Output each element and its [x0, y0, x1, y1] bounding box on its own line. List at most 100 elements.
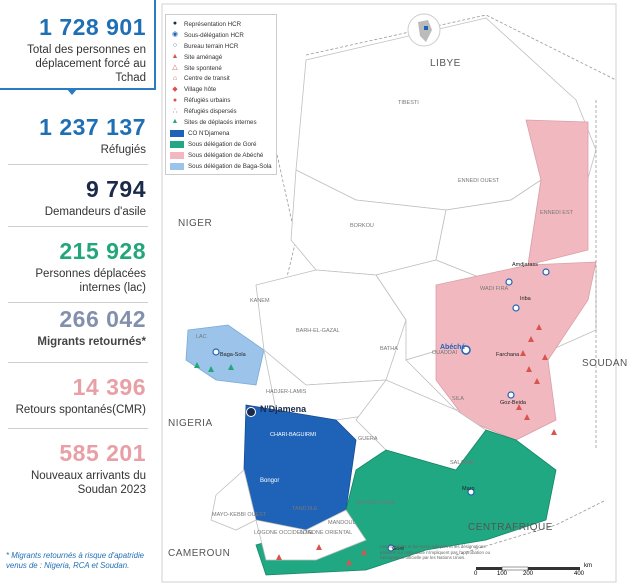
region-label: LOGONE ORIENTAL [300, 530, 353, 536]
stats-panel: 1 728 901 Total des personnes en déplace… [0, 0, 156, 585]
libya-border [305, 14, 617, 81]
stat-total-label: Total des personnes en déplacement forcé… [27, 44, 146, 84]
stat-demandeurs-value: 9 794 [85, 176, 146, 202]
legend-swatch [170, 151, 184, 159]
bureau-terrain-icon: ○ [172, 42, 178, 50]
legend-item: ● Représentation HCR [170, 19, 272, 30]
sous-delegation-icon: ◉ [171, 31, 179, 39]
country-label: LIBYE [430, 58, 461, 69]
legend-label: Sites de déplacés internes [184, 118, 257, 126]
stat-total: 1 728 901 Total des personnes en déplace… [4, 14, 146, 85]
legend-label: Site spontené [184, 64, 222, 72]
bureau-marker [387, 544, 395, 552]
region-label: BATHA [380, 346, 398, 352]
legend-label: CO N'Djamena [188, 129, 230, 137]
legend-label: Représentation HCR [184, 20, 242, 28]
stat-refugies: 1 237 137 Réfugiés [4, 114, 146, 157]
legend-item: CO N'Djamena [170, 128, 272, 139]
scale-unit: km [584, 563, 592, 569]
legend-label: Sous délégation de Goré [188, 140, 257, 148]
legend-label: Sous délégation de Baga-Sola [188, 162, 272, 170]
site-spontane-icon: △ [172, 64, 178, 71]
legend-swatch [170, 140, 184, 148]
legend-label: Sous-délégation HCR [184, 31, 244, 39]
city-label: Bongor [260, 478, 280, 484]
region-label: ENNEDI OUEST [458, 178, 500, 184]
legend-item: ◉ Sous-délégation HCR [170, 30, 272, 41]
legend-item: ⌂ Centre de transit [170, 73, 272, 84]
stat-pdi-value: 215 928 [59, 238, 146, 264]
region-label: OUADDAI [432, 350, 458, 356]
scale-bar-graphic [476, 566, 580, 571]
region-label: MANDOUL [328, 520, 356, 526]
deplaces-internes-icon: ▲ [171, 118, 179, 126]
legend-label: Centre de transit [184, 75, 230, 83]
site-amenage-icon: ▲ [171, 53, 179, 61]
divider [8, 302, 148, 303]
legend-item: ● Réfugiés urbains [170, 95, 272, 106]
lac-region [185, 324, 265, 386]
legend-item: ◆ Village hôte [170, 84, 272, 95]
scale-bar: 0 100 200 400 km [470, 563, 598, 579]
region-label: KANEM [250, 298, 270, 304]
site-amenage-markers [516, 324, 557, 435]
divider [8, 226, 148, 227]
globe-africa-icon [418, 20, 432, 42]
sous-delegation-marker [212, 348, 220, 356]
city-label: Maro [462, 486, 475, 492]
stat-retours-value: 14 396 [72, 374, 146, 400]
refugies-urbains-icon: ● [172, 96, 178, 104]
bureau-marker [467, 488, 475, 496]
divider [8, 362, 148, 363]
country-label: NIGER [178, 218, 213, 229]
legend-swatch [170, 129, 184, 137]
mayo-kebbi-region [210, 469, 257, 531]
abeche-region [435, 261, 597, 441]
refugies-disperses-icon: ∴ [172, 107, 178, 115]
stat-refugies-value: 1 237 137 [39, 114, 146, 140]
globe-chad-icon [424, 26, 428, 30]
city-label: N'Djamena [260, 404, 307, 414]
bureau-marker [542, 268, 550, 276]
region-label: TANDJILE [292, 506, 318, 512]
legend-item: ▲ Site aménagé [170, 52, 272, 63]
legend-label: Bureau terrain HCR [184, 42, 239, 50]
region-label: ENNEDI EST [540, 210, 574, 216]
region-label: LAC [196, 334, 207, 340]
legend: ● Représentation HCR ◉ Sous-délégation HCR… [165, 14, 277, 176]
stat-arrivants-value: 585 201 [59, 440, 146, 466]
region-label: CHARI-BAGUIRMI [270, 432, 317, 438]
divider [8, 428, 148, 429]
stat-migrants-value: 266 042 [59, 306, 146, 332]
disclaimer: Les frontières et les noms indiqués et l… [380, 544, 491, 560]
stat-arrivants-label: Nouveaux arrivants du Soudan 2023 [30, 470, 146, 496]
country-label: CAMEROUN [168, 548, 231, 559]
legend-label: Réfugiés dispersés [184, 108, 237, 116]
city-label: Amdjarass [512, 262, 538, 268]
region-label: TIBESTI [398, 100, 419, 106]
city-label: Baga-Sola [220, 352, 246, 358]
region-label: MOYEN-CHARI [356, 500, 396, 506]
legend-swatch [170, 162, 184, 170]
region-label: SILA [452, 396, 464, 402]
stat-migrants-label: Migrants retournés* [37, 336, 146, 348]
city-label: Abéché [440, 344, 466, 351]
region-label: BORKOU [350, 223, 374, 229]
scale-tick: 400 [574, 571, 585, 577]
centre-transit-icon: ⌂ [172, 74, 178, 82]
scale-tick: 100 [497, 571, 508, 577]
country-label: SOUDAN [582, 358, 628, 369]
legend-item: Sous délégation de Baga-Sola [170, 161, 272, 172]
legend-item: ▲ Sites de déplacés internes [170, 117, 272, 128]
bureau-marker [505, 278, 513, 286]
stat-arrivants: 585 201 Nouveaux arrivants du Soudan 202… [4, 440, 146, 497]
stat-retours: 14 396 Retours spontanés(CMR) [4, 374, 146, 417]
legend-item: Sous délégation de Goré [170, 139, 272, 150]
country-label: NIGERIA [168, 418, 213, 429]
representation-marker [246, 407, 256, 417]
region-label: GUERA [358, 436, 378, 442]
scale-tick: 200 [523, 571, 534, 577]
city-label: Goré [392, 546, 405, 552]
bureau-marker [512, 304, 520, 312]
divider [8, 164, 148, 165]
